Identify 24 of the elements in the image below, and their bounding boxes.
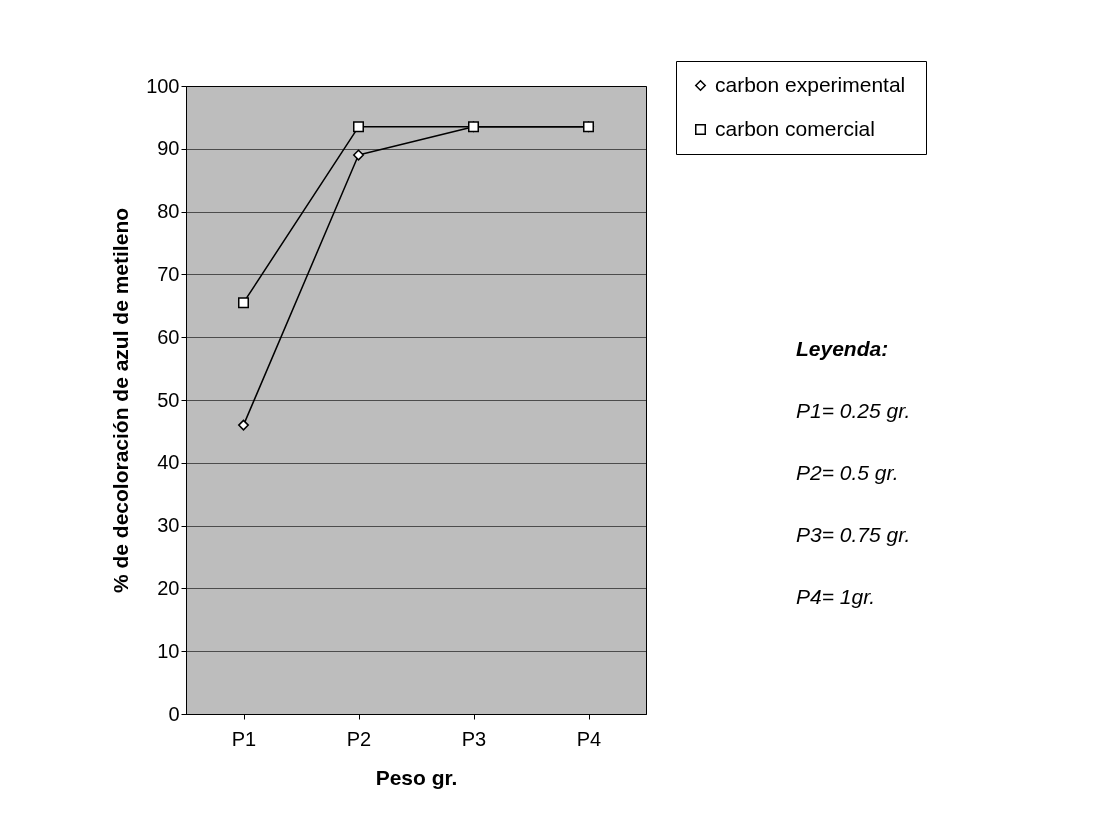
x-tick-label: P1 [231,727,257,750]
y-tick-label: 60 [157,325,180,348]
y-tick-label: 40 [157,451,180,474]
legend-label: carbon comercial [715,116,875,140]
y-tick-label: 90 [157,137,180,160]
y-tick-label: 70 [157,262,180,285]
y-tick-label: 30 [157,514,180,537]
text: Leyenda: [796,336,889,360]
y-axis-title: % de decoloración de azul de metileno [109,207,133,594]
y-tick-label: 10 [157,639,180,662]
y-tick-label: 20 [157,576,180,599]
legend-label: carbon experimental [715,72,906,96]
x-tick-label: P3 [461,727,487,750]
x-tick-label: P2 [346,727,372,750]
text: P1= 0.25 gr. [796,398,911,422]
text: P4= 1gr. [796,584,876,608]
y-tick-label: 80 [157,200,180,223]
text: P2= 0.5 gr. [796,460,899,484]
x-tick-label: P4 [576,727,602,750]
text: P3= 0.75 gr. [796,522,911,546]
y-tick-label: 50 [157,388,180,411]
y-tick-label: 100 [146,74,180,97]
x-axis-title: Peso gr. [375,765,458,789]
y-tick-label: 0 [168,702,180,725]
